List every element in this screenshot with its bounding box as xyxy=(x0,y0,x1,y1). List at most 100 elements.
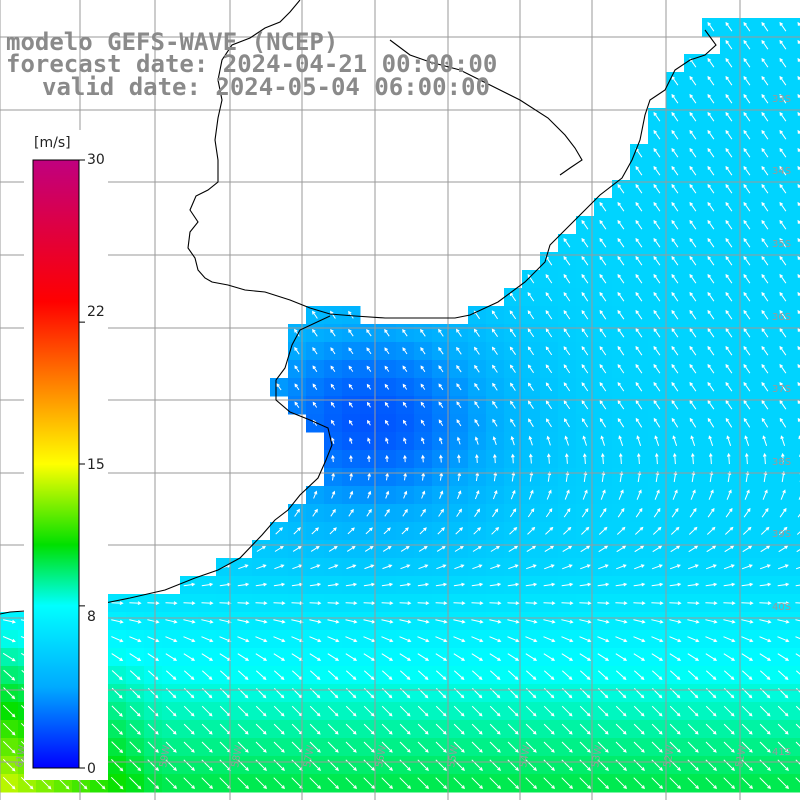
wind-arrow xyxy=(348,508,354,517)
wind-arrow xyxy=(707,129,715,140)
wind-arrow xyxy=(545,526,554,535)
wind-arrow xyxy=(456,328,462,337)
wind-arrow xyxy=(527,310,535,320)
wind-arrow xyxy=(741,777,754,790)
wind-arrow xyxy=(759,619,772,624)
wind-arrow xyxy=(403,454,407,463)
wind-arrow xyxy=(346,564,357,570)
wind-arrow xyxy=(417,741,429,753)
wind-arrow xyxy=(653,111,661,122)
wind-arrow xyxy=(563,526,572,535)
wind-arrow xyxy=(743,309,751,320)
wind-arrow xyxy=(581,526,590,535)
wind-arrow xyxy=(653,327,661,338)
wind-speed-cell xyxy=(792,36,800,55)
wind-arrow xyxy=(273,723,285,735)
wind-arrow xyxy=(2,776,16,790)
wind-arrow xyxy=(725,399,733,410)
wind-arrow xyxy=(526,564,537,570)
wind-speed-cell xyxy=(792,378,800,397)
wind-arrow xyxy=(403,490,408,499)
wind-arrow xyxy=(474,401,480,409)
wind-arrow xyxy=(237,670,249,681)
wind-arrow xyxy=(655,470,660,483)
wind-arrow xyxy=(760,545,771,553)
wind-arrow xyxy=(669,723,681,735)
wind-arrow xyxy=(619,470,624,483)
wind-arrow xyxy=(417,601,430,605)
wind-arrow xyxy=(779,129,787,140)
wind-arrow xyxy=(599,237,607,248)
wind-speed-cell xyxy=(792,18,800,37)
wind-arrow xyxy=(489,670,501,681)
wind-arrow xyxy=(618,452,623,465)
wind-arrow xyxy=(237,601,250,605)
wind-arrow xyxy=(147,759,160,772)
wind-arrow xyxy=(743,417,751,428)
wind-arrow xyxy=(563,364,571,374)
wind-arrow xyxy=(255,670,267,681)
wind-arrow xyxy=(796,549,800,553)
colorbar-tick-22: 22 xyxy=(87,304,105,320)
wind-arrow xyxy=(507,741,519,753)
wind-arrow xyxy=(545,346,553,356)
wind-arrow xyxy=(507,705,519,717)
wind-arrow xyxy=(367,419,371,426)
wind-arrow xyxy=(20,776,34,790)
wind-arrow xyxy=(581,291,589,302)
wind-arrow xyxy=(561,777,574,790)
wind-arrow xyxy=(741,741,753,753)
wind-arrow xyxy=(529,471,534,482)
wind-arrow xyxy=(454,564,465,570)
wind-arrow xyxy=(345,705,357,717)
wind-arrow xyxy=(744,452,749,465)
wind-arrow xyxy=(489,636,502,643)
wind-arrow xyxy=(705,582,718,587)
wind-arrow xyxy=(725,219,733,230)
wind-arrow xyxy=(420,383,426,390)
wind-arrow xyxy=(779,363,787,374)
wind-arrow xyxy=(273,619,286,624)
wind-arrow xyxy=(726,452,731,465)
wind-arrow xyxy=(726,489,732,500)
wind-arrow xyxy=(366,401,371,408)
wind-arrow xyxy=(453,741,465,753)
wind-arrow xyxy=(510,418,516,427)
wind-arrow xyxy=(147,741,159,753)
wind-arrow xyxy=(635,237,643,248)
wind-arrow xyxy=(507,670,519,681)
wind-arrow xyxy=(435,653,448,661)
wind-arrow xyxy=(545,274,553,284)
wind-arrow xyxy=(525,670,537,681)
latitude-label: 36S xyxy=(772,312,791,323)
wind-arrow xyxy=(581,418,589,428)
wind-arrow xyxy=(237,777,250,790)
wind-arrow xyxy=(779,75,787,86)
wind-arrow xyxy=(312,328,318,337)
wind-arrow xyxy=(795,777,800,783)
wind-arrow xyxy=(381,601,394,605)
longitude-label: 51W xyxy=(734,744,749,768)
wind-speed-cell xyxy=(792,216,800,235)
wind-arrow xyxy=(346,546,356,552)
wind-arrow xyxy=(147,601,160,605)
wind-arrow xyxy=(509,346,517,355)
wind-arrow xyxy=(420,508,426,517)
wind-arrow xyxy=(705,777,718,790)
wind-arrow xyxy=(331,490,336,499)
wind-arrow xyxy=(671,201,679,212)
wind-arrow xyxy=(705,705,717,717)
wind-arrow xyxy=(129,759,142,772)
wind-arrow xyxy=(633,601,646,605)
wind-arrow xyxy=(490,545,500,552)
wind-arrow xyxy=(725,147,733,158)
wind-arrow xyxy=(491,508,499,518)
wind-arrow xyxy=(309,636,322,643)
wind-arrow xyxy=(759,582,772,587)
wind-arrow xyxy=(528,435,533,446)
wind-arrow xyxy=(707,345,715,356)
wind-arrow xyxy=(743,57,751,68)
wind-arrow xyxy=(545,292,553,302)
wind-arrow xyxy=(527,382,534,391)
